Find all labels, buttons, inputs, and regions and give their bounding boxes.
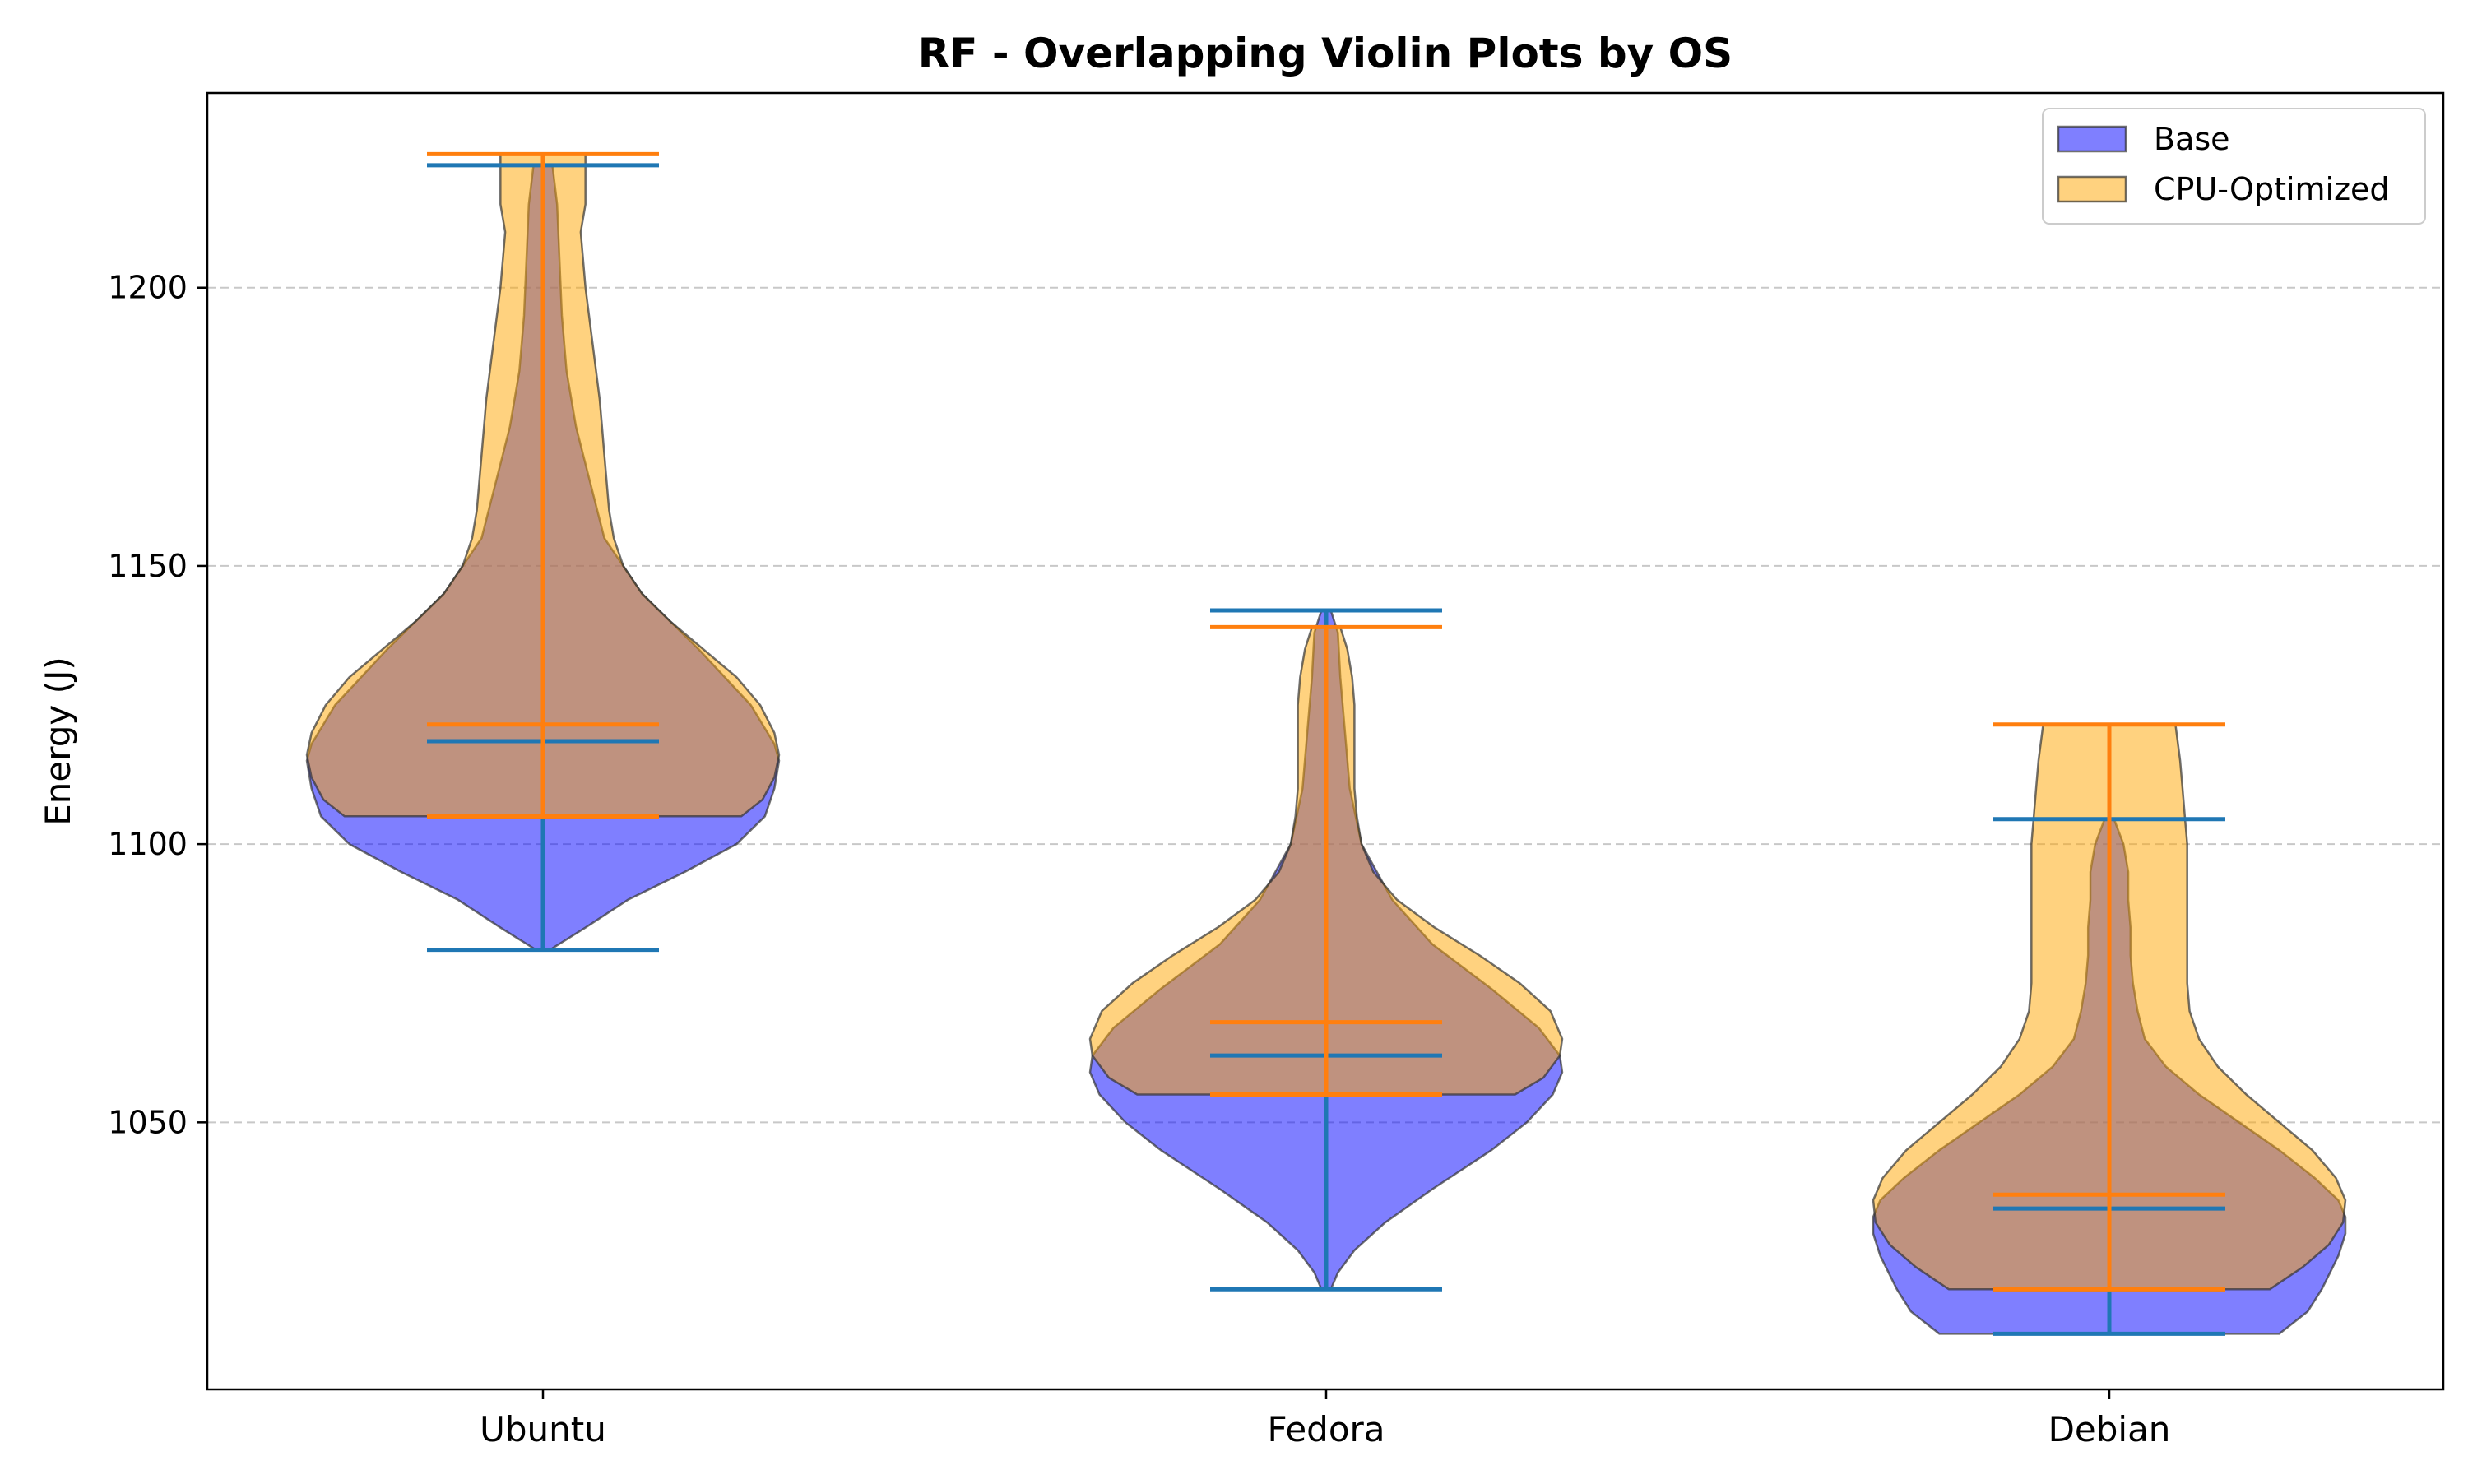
legend-box xyxy=(2042,108,2426,225)
x-tick-label-debian: Debian xyxy=(2048,1409,2171,1449)
legend-swatch-cpu-optimized xyxy=(2057,175,2127,203)
legend: Base CPU-Optimized xyxy=(2042,108,2426,225)
x-tick-label-ubuntu: Ubuntu xyxy=(480,1409,606,1449)
y-axis-label: Energy (J) xyxy=(38,656,78,826)
y-tick-label-1100: 1100 xyxy=(108,826,188,862)
legend-label-cpu-optimized: CPU-Optimized xyxy=(2154,171,2390,207)
axes: 1050 1100 1150 1200 Ubuntu Fedora Debian xyxy=(108,270,2170,1449)
y-tick-label-1050: 1050 xyxy=(108,1104,188,1140)
legend-label-base: Base xyxy=(2154,121,2230,157)
y-tick-label-1200: 1200 xyxy=(108,270,188,306)
chart-title: RF - Overlapping Violin Plots by OS xyxy=(918,30,1733,77)
y-tick-label-1150: 1150 xyxy=(108,548,188,584)
violin-stat-lines xyxy=(427,151,2225,1336)
legend-swatch-base xyxy=(2057,125,2127,153)
x-tick-label-fedora: Fedora xyxy=(1267,1409,1385,1449)
